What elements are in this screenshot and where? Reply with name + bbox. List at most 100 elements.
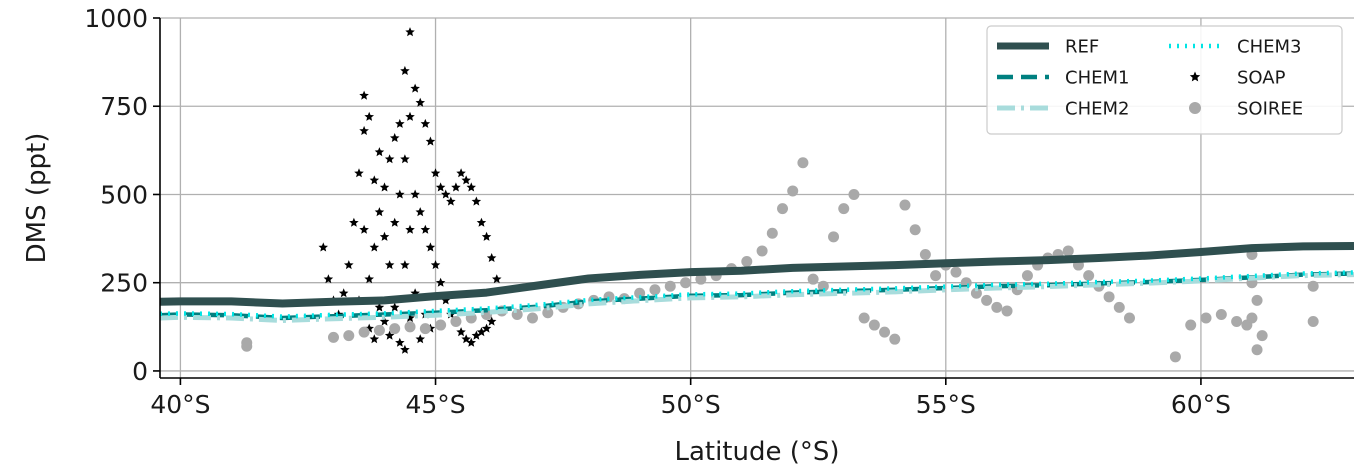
soap-point: [400, 260, 410, 270]
soap-point: [466, 182, 476, 192]
soap-point: [486, 316, 497, 326]
soiree-point: [241, 340, 253, 352]
soiree-point: [680, 277, 692, 289]
soap-point: [405, 224, 415, 234]
x-axis-title: Latitude (°S): [674, 437, 839, 467]
soiree-point: [970, 287, 982, 299]
soiree-point: [1113, 301, 1125, 313]
soap-point: [471, 196, 482, 206]
soiree-point: [807, 273, 819, 285]
tick-labels: 40°S 45°S 50°S 55°S 60°S 0 250 500 750 1000: [84, 4, 1231, 419]
soap-point: [466, 337, 476, 347]
soap-point: [395, 337, 405, 347]
soiree-point: [1215, 308, 1227, 320]
series-line-ref: [160, 242, 1354, 308]
soiree-point: [817, 280, 829, 292]
soiree-point: [828, 231, 840, 243]
soiree-point: [858, 312, 870, 324]
soiree-point: [919, 248, 931, 260]
soap-point: [359, 125, 369, 135]
y-tick-label: 500: [100, 180, 148, 209]
soap-point: [435, 182, 446, 192]
soap-point: [471, 330, 482, 340]
y-tick-label: 750: [100, 92, 148, 121]
soiree-point: [695, 273, 707, 285]
soiree-point: [766, 227, 778, 239]
soap-point: [441, 189, 451, 199]
y-axis-title: DMS (ppt): [22, 133, 52, 264]
soiree-point: [327, 331, 339, 343]
soiree-point: [1103, 291, 1115, 303]
soiree-point: [1246, 312, 1258, 324]
soiree-point: [435, 319, 447, 331]
soap-point: [476, 327, 487, 337]
soiree-point: [1062, 245, 1074, 257]
y-tick-label: 0: [132, 357, 148, 386]
soap-point: [400, 65, 410, 75]
soiree-point: [1200, 312, 1212, 324]
x-tick-label: 50°S: [661, 390, 721, 419]
soap-point: [430, 260, 441, 270]
soiree-point: [1231, 316, 1243, 328]
soap-point: [451, 182, 461, 192]
soap-point: [405, 27, 415, 37]
soap-point: [441, 295, 451, 305]
soap-point: [359, 224, 369, 234]
soap-point: [374, 147, 385, 157]
y-tick-label: 1000: [84, 4, 148, 33]
soap-point: [486, 253, 497, 262]
soap-point: [323, 274, 334, 284]
soap-point: [446, 196, 456, 206]
soap-point: [318, 242, 328, 252]
x-tick-label: 45°S: [405, 390, 465, 419]
x-tick-label: 60°S: [1171, 390, 1231, 419]
soiree-point: [741, 256, 753, 268]
legend-label-soap: SOAP: [1237, 68, 1286, 89]
soap-point: [415, 334, 425, 344]
soap-point: [369, 175, 380, 185]
soap-point: [420, 118, 431, 128]
soiree-point: [389, 323, 401, 335]
soap-point: [354, 168, 364, 178]
soap-point: [374, 302, 385, 312]
soiree-point: [889, 333, 901, 345]
soap-point: [410, 189, 420, 199]
soap-point: [430, 168, 441, 178]
soap-point: [379, 316, 390, 326]
series-line-chem2: [160, 272, 1354, 323]
soap-point: [400, 154, 410, 164]
legend-label-chem1: CHEM1: [1065, 68, 1129, 89]
soiree-point: [1251, 344, 1263, 356]
legend-label-ref: REF: [1065, 37, 1099, 58]
soap-point: [461, 175, 471, 185]
soiree-point: [879, 326, 891, 338]
soiree-point: [1169, 351, 1181, 363]
soap-point: [425, 136, 436, 146]
soiree-point: [930, 270, 942, 282]
soap-point: [395, 189, 405, 199]
soiree-point: [787, 185, 799, 197]
soap-point: [369, 334, 380, 344]
soap-point: [400, 344, 410, 354]
soiree-point: [991, 301, 1003, 313]
soap-point: [384, 154, 395, 164]
soiree-point: [542, 307, 554, 319]
soiree-point: [373, 324, 385, 336]
soap-point: [384, 330, 395, 340]
axes: [153, 17, 1354, 385]
soap-point: [349, 217, 359, 227]
soap-point: [374, 207, 385, 217]
soap-point: [435, 277, 446, 287]
soiree-point: [868, 319, 880, 331]
soap-point: [369, 242, 380, 252]
soiree-point: [1307, 316, 1319, 328]
soiree-point: [756, 245, 768, 257]
soap-point: [344, 260, 354, 270]
series-layer: [160, 27, 1354, 363]
soap-point: [476, 217, 487, 227]
soiree-point: [1307, 280, 1319, 292]
soiree-point: [649, 284, 661, 296]
soap-point: [456, 327, 466, 337]
soiree-point: [450, 316, 462, 328]
